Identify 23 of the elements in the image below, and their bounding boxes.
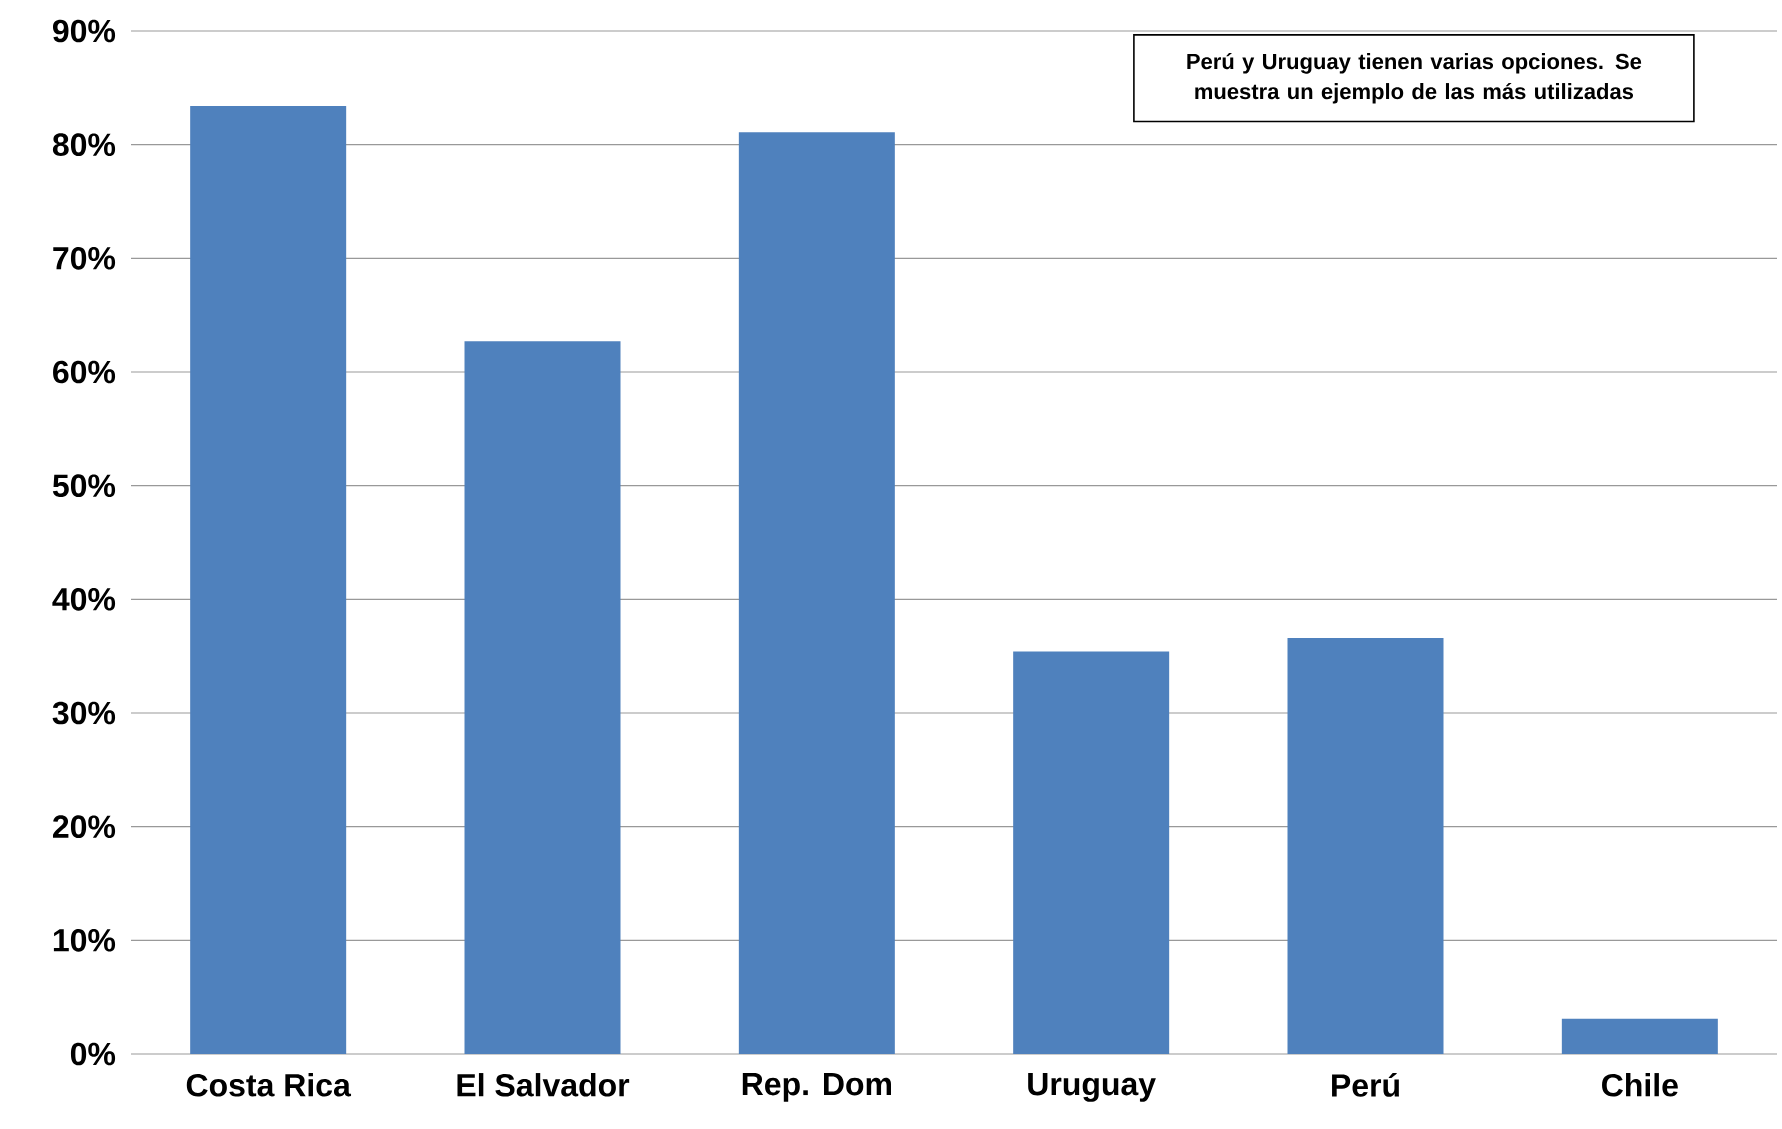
bar (1013, 651, 1170, 1054)
y-tick-label: 80% (52, 133, 116, 156)
y-tick-label: 20% (53, 815, 116, 838)
bar (464, 341, 621, 1054)
x-tick-label: Rep. Dom (742, 1073, 891, 1102)
y-tick-label: 40% (52, 588, 116, 611)
y-tick-label: 90% (53, 19, 116, 43)
y-tick-label: 70% (53, 247, 116, 270)
bar (738, 132, 895, 1054)
bar (1561, 1018, 1718, 1054)
x-tick-label: Uruguay (1028, 1073, 1156, 1102)
x-tick-label: El Salvador (457, 1073, 630, 1097)
y-tick-label: 10% (53, 929, 116, 952)
x-tick-label: Perú (1332, 1073, 1399, 1097)
x-tick-label: Chile (1602, 1073, 1678, 1097)
bar (1287, 637, 1444, 1054)
annotation: Perú y Uruguay tienen varias opciones. Se muestra un ejemplo de las más utilizadas (1187, 52, 1642, 104)
y-tick-label: 0% (70, 1042, 116, 1066)
x-tick-label: Costa Rica (186, 1073, 352, 1097)
bar (190, 106, 347, 1054)
y-tick-label: 50% (52, 474, 116, 497)
y-tick-label: 60% (53, 360, 116, 384)
y-tick-label: 30% (52, 701, 116, 725)
